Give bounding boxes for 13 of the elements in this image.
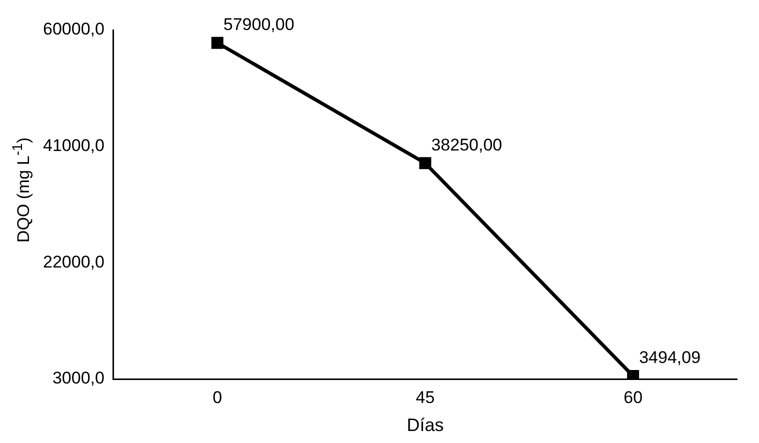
y-tick-label: 3000,0 [52,368,104,388]
data-label: 57900,00 [223,15,294,34]
y-tick-label: 41000,0 [43,136,104,156]
y-tick-label: 60000,0 [43,20,104,39]
point [211,36,224,49]
x-tick-label: 45 [416,388,435,407]
data-label: 38250,00 [431,135,502,154]
point [419,157,432,170]
x-tick-label: 0 [212,388,222,407]
x-tick-label: 60 [624,388,643,407]
y-tick-label: 22000,0 [43,252,104,272]
x-axis-title: Días [406,415,444,436]
data-label: 3494,09 [639,348,701,368]
